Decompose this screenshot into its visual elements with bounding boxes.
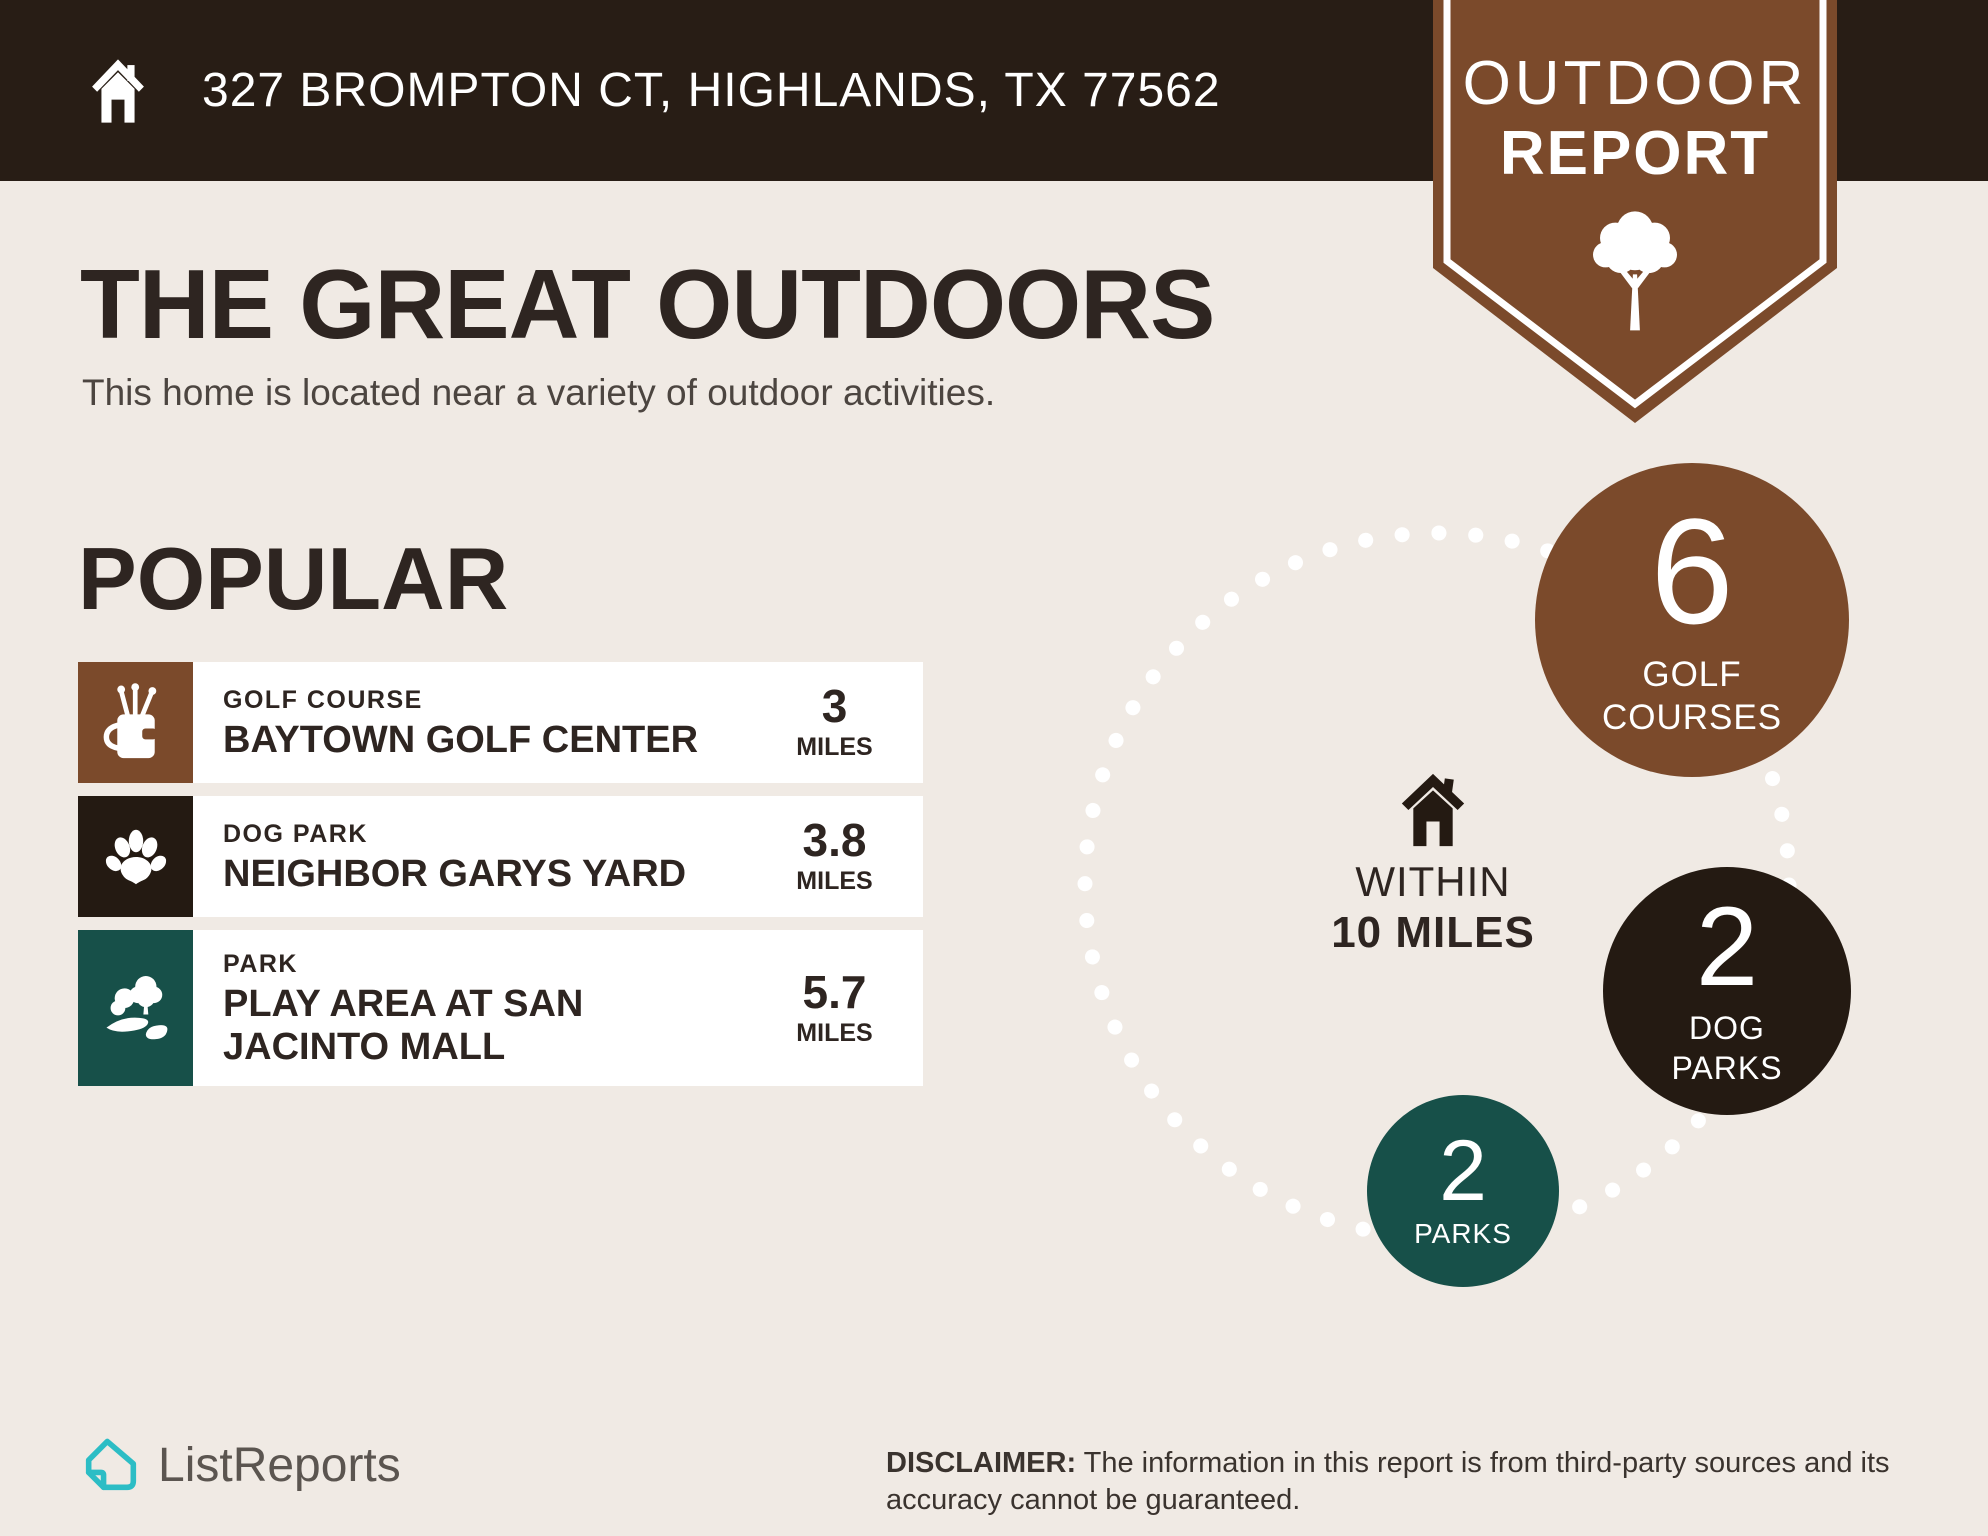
item-distance: 3.8 [802,814,867,866]
outdoor-report-badge: OUTDOOR REPORT [1433,0,1837,423]
bubble-count: 2 [1439,1122,1487,1219]
list-item-golf-course: GOLF COURSE BAYTOWN GOLF CENTER 3 MILES [78,662,923,783]
golf-bag-icon [78,662,193,783]
listreports-logo: ListReports [80,1434,401,1496]
item-category: DOG PARK [223,819,368,848]
disclaimer-label: DISCLAIMER: [886,1447,1077,1479]
bubble-parks: 2 PARKS [1367,1095,1559,1287]
page-title: THE GREAT OUTDOORS [80,249,1215,359]
radius-label-line2: 10 MILES [1331,908,1535,957]
popular-list: GOLF COURSE BAYTOWN GOLF CENTER 3 MILES [78,662,923,1087]
bubble-label: GOLF COURSES [1601,654,1783,738]
tree-icon [1593,211,1677,331]
item-category: PARK [223,950,298,978]
item-category: GOLF COURSE [223,685,423,714]
home-marker-icon [1401,773,1465,847]
badge-title-line1: OUTDOOR [1462,49,1808,118]
brand-name: ListReports [158,1438,401,1492]
item-name: NEIGHBOR GARYS YARD [223,852,687,895]
badge-title-line2: REPORT [1499,119,1771,188]
bubble-label: DOG PARKS [1671,1010,1783,1087]
disclaimer-text: The information in this report is from t… [886,1447,1890,1517]
bubble-golf-courses: 6 GOLF COURSES [1535,463,1849,777]
property-address: 327 BROMPTON CT, HIGHLANDS, TX 77562 [202,64,1221,117]
popular-heading: POPULAR [78,529,509,628]
list-item-park: PARK PLAY AREA AT SAN JACINTO MALL 5.7 M… [78,930,923,1087]
listreports-icon [85,1438,137,1491]
radius-center: WITHIN 10 MILES [1313,772,1553,958]
item-name: PLAY AREA AT SAN JACINTO MALL [223,983,584,1068]
item-distance-unit: MILES [796,1018,873,1047]
bubble-count: 6 [1650,487,1734,655]
item-distance-unit: MILES [796,733,873,761]
radius-label-line1: WITHIN [1355,858,1511,905]
item-distance: 3 [821,680,848,732]
bubble-dog-parks: 2 DOG PARKS [1603,867,1851,1115]
bubble-label: PARKS [1414,1218,1512,1250]
item-name: BAYTOWN GOLF CENTER [223,718,699,761]
disclaimer: DISCLAIMER: The information in this repo… [886,1445,1948,1519]
item-distance-unit: MILES [796,867,873,895]
page-subtitle: This home is located near a variety of o… [82,372,996,413]
park-icon [78,930,193,1087]
list-item-dog-park: DOG PARK NEIGHBOR GARYS YARD 3.8 MILES [78,796,923,917]
bubble-count: 2 [1695,883,1759,1009]
home-icon [92,58,144,123]
paw-icon [78,796,193,917]
item-distance: 5.7 [802,965,867,1018]
